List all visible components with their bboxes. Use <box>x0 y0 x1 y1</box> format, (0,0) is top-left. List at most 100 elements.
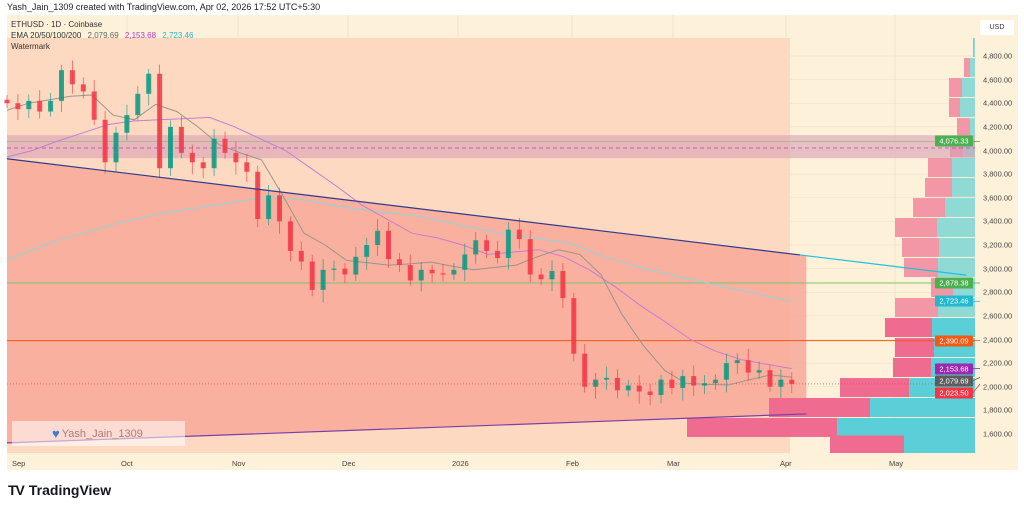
candle <box>527 230 533 283</box>
candle <box>375 219 381 256</box>
vp-down-bar <box>893 357 931 377</box>
candle-body <box>604 377 609 380</box>
candle <box>69 60 75 94</box>
candle <box>571 292 577 362</box>
ema200-line[interactable] <box>6 196 792 302</box>
candle <box>495 240 500 264</box>
candle-body <box>745 360 751 373</box>
upper-trendline[interactable] <box>6 158 801 256</box>
vp-up-bar <box>932 318 975 338</box>
candle <box>287 216 293 262</box>
price-tick-label: 1,800.00 <box>983 405 1013 415</box>
candle-body <box>647 391 653 396</box>
vp-up-bar <box>974 37 975 57</box>
candle <box>647 384 653 406</box>
candle <box>15 94 21 121</box>
candle <box>113 126 119 172</box>
candle-body <box>113 132 119 163</box>
vp-down-bar <box>925 177 952 197</box>
legend-watermark[interactable]: Watermark <box>11 42 50 51</box>
candle-body <box>505 229 511 258</box>
price-tick-label: 4,000.00 <box>983 146 1013 155</box>
vp-down-bar <box>904 258 938 278</box>
candle-body <box>407 265 413 281</box>
candle <box>309 254 315 297</box>
candle-body <box>244 162 250 172</box>
candle <box>244 153 250 182</box>
price-tick-label: 3,800.00 <box>983 169 1013 179</box>
price-tick-label: 1,600.00 <box>983 429 1013 439</box>
candle <box>320 258 326 303</box>
candle-body <box>614 377 620 391</box>
candle-body <box>135 93 141 116</box>
candle-body <box>48 100 54 112</box>
price-tick-label: 3,200.00 <box>983 240 1013 250</box>
candle <box>266 184 272 226</box>
candle-body <box>473 240 479 255</box>
candle <box>4 94 10 108</box>
candle-body <box>691 376 697 386</box>
candle-body <box>516 229 522 240</box>
currency-button[interactable]: USD <box>980 20 1014 35</box>
candle-body <box>353 256 359 275</box>
vp-up-bar <box>970 58 975 78</box>
vp-up-bar <box>937 217 975 237</box>
candle <box>37 90 43 119</box>
candle <box>135 86 141 121</box>
upper-trendline-extension[interactable] <box>799 254 967 276</box>
candle <box>789 372 795 393</box>
candle-body <box>723 363 729 380</box>
candle-body <box>789 379 795 384</box>
candle <box>298 241 304 270</box>
candle <box>189 144 195 175</box>
ema-label: EMA 20/50/100/200 <box>11 31 82 40</box>
candle-body <box>462 254 468 270</box>
candle-body <box>26 100 32 110</box>
price-tick-label: 2,200.00 <box>983 358 1013 368</box>
volume-profile-row <box>830 435 975 455</box>
candle-body <box>767 370 773 387</box>
candle <box>767 364 773 392</box>
vp-up-bar <box>960 97 975 117</box>
candle-body <box>636 385 642 392</box>
price-level-label: 4,076.33 <box>935 135 973 147</box>
vp-down-bar <box>928 157 952 177</box>
price-label-connector <box>972 376 981 381</box>
legend-ema[interactable]: EMA 20/50/100/200 2,079.69 2,153.68 2,72… <box>11 31 197 40</box>
candle-body <box>593 379 599 387</box>
candle-body <box>658 379 664 396</box>
price-tick-label: 3,000.00 <box>983 264 1013 274</box>
candle-body <box>713 379 718 384</box>
candle-body <box>309 261 315 290</box>
candles <box>4 60 795 406</box>
watermark-box: ♥ Yash_Jain_1309 <box>12 421 185 446</box>
legend-symbol[interactable]: ETHUSD · 1D · Coinbase <box>11 20 103 29</box>
candle-body <box>4 99 10 104</box>
candle <box>168 120 173 176</box>
price-axis[interactable] <box>975 15 1018 470</box>
candle <box>778 369 784 398</box>
volume-profile-row <box>925 177 975 197</box>
tradingview-brand[interactable]: TV TradingView <box>8 482 111 498</box>
time-tick-label: Oct <box>121 459 133 468</box>
vp-down-bar <box>949 78 962 98</box>
price-tick-label: 3,600.00 <box>983 193 1013 203</box>
vp-down-bar <box>895 217 937 237</box>
ema50-line[interactable] <box>6 116 792 370</box>
price-tick-label: 4,200.00 <box>983 122 1013 132</box>
vp-down-bar <box>973 37 974 57</box>
candle <box>102 111 108 174</box>
candle <box>669 370 675 395</box>
candle <box>124 104 130 141</box>
candle <box>451 263 457 280</box>
candle <box>462 243 468 282</box>
brand-name: TradingView <box>28 482 112 498</box>
volume-profile-row <box>687 417 975 437</box>
volume-profile-row <box>928 157 975 177</box>
price-level-label: 2,023.50 <box>935 387 973 399</box>
time-axis[interactable] <box>7 453 975 470</box>
candle-body <box>342 268 348 275</box>
candle <box>593 372 599 399</box>
candle-body <box>386 230 391 260</box>
